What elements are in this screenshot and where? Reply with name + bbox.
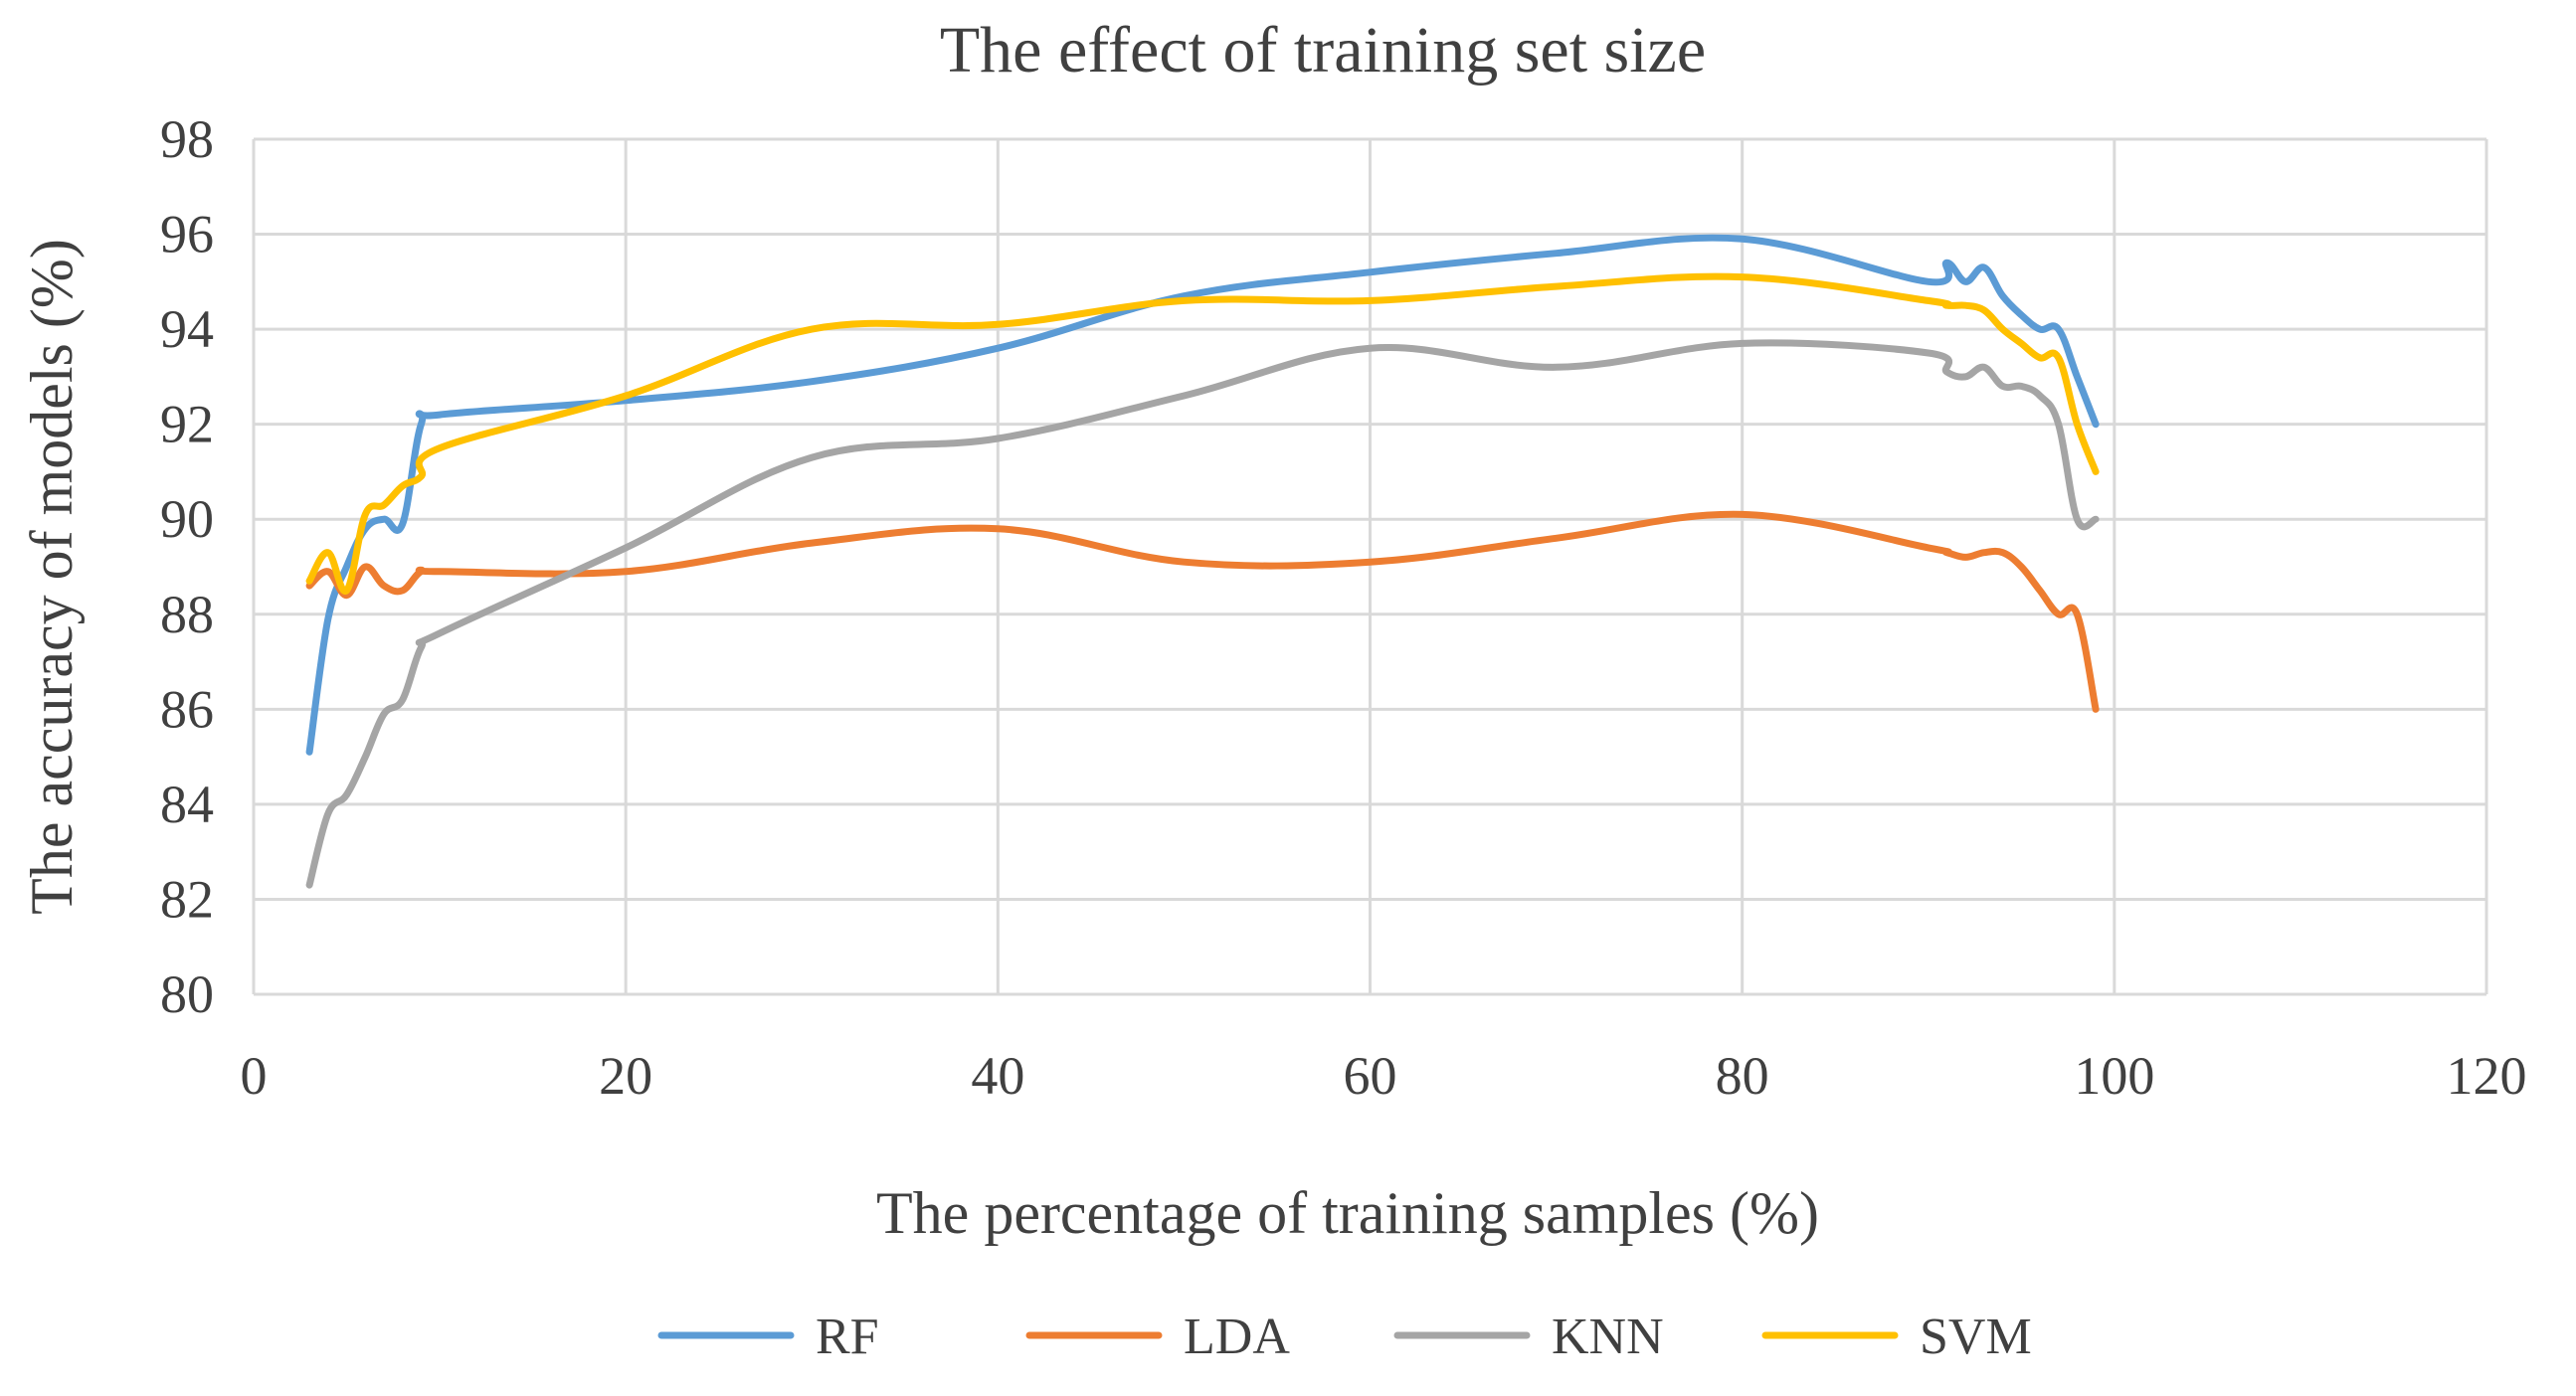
x-tick-label: 80 bbox=[1716, 1046, 1769, 1106]
y-axis-ticks: 80 82 84 86 88 90 92 94 96 98 bbox=[160, 109, 214, 1024]
y-tick-label: 82 bbox=[160, 869, 214, 929]
x-tick-label: 60 bbox=[1344, 1046, 1397, 1106]
chart-title: The effect of training set size bbox=[940, 14, 1706, 87]
y-tick-label: 80 bbox=[160, 964, 214, 1024]
legend-label-rf: RF bbox=[816, 1309, 879, 1365]
legend-label-svm: SVM bbox=[1920, 1309, 2032, 1365]
series-line-knn bbox=[305, 339, 2100, 889]
series-line-rf bbox=[305, 234, 2100, 756]
y-tick-label: 86 bbox=[160, 679, 214, 739]
x-tick-label: 0 bbox=[241, 1046, 268, 1106]
grid bbox=[252, 137, 2488, 996]
legend-label-knn: KNN bbox=[1552, 1309, 1664, 1365]
legend-label-lda: LDA bbox=[1184, 1309, 1290, 1365]
x-tick-label: 100 bbox=[2074, 1046, 2154, 1106]
x-tick-label: 40 bbox=[971, 1046, 1024, 1106]
x-tick-label: 120 bbox=[2447, 1046, 2527, 1106]
y-tick-label: 94 bbox=[160, 299, 214, 359]
y-tick-label: 98 bbox=[160, 109, 214, 169]
y-tick-label: 92 bbox=[160, 395, 214, 454]
series-line-lda bbox=[305, 510, 2100, 713]
x-axis-ticks: 0 20 40 60 80 100 120 bbox=[241, 1046, 2527, 1106]
series-lines bbox=[305, 234, 2100, 889]
y-tick-label: 88 bbox=[160, 585, 214, 644]
legend: RF LDA KNN SVM bbox=[657, 1309, 2032, 1365]
series-line-svm bbox=[305, 272, 2100, 595]
y-axis-title: The accuracy of models (%) bbox=[19, 239, 85, 915]
y-tick-label: 90 bbox=[160, 489, 214, 549]
x-axis-title: The percentage of training samples (%) bbox=[876, 1180, 1819, 1246]
y-tick-label: 84 bbox=[160, 775, 214, 834]
x-tick-label: 20 bbox=[599, 1046, 652, 1106]
y-tick-label: 96 bbox=[160, 205, 214, 264]
